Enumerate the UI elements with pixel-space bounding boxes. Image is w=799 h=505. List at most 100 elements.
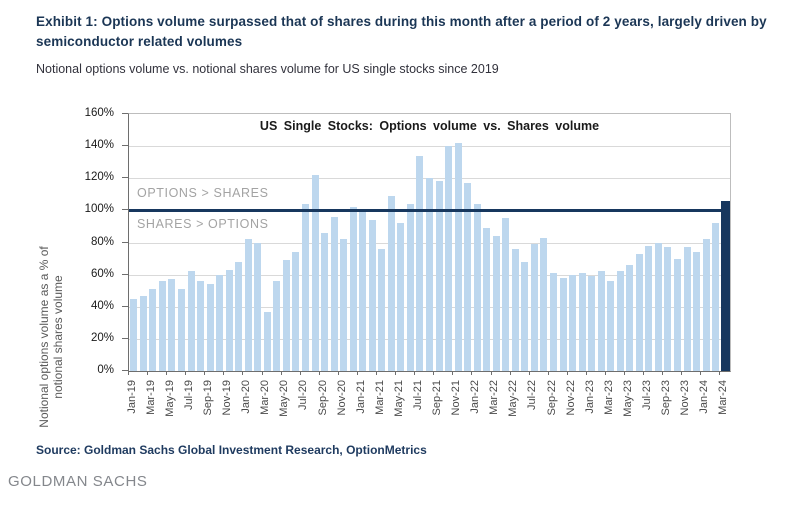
x-tick [223, 371, 225, 375]
x-tick [185, 371, 187, 375]
x-tick-label-May-20: May-20 [278, 380, 291, 417]
bar-Jun-22 [521, 261, 529, 371]
bar-Nov-21 [454, 142, 462, 371]
bar-Jul-20 [301, 203, 309, 371]
x-tick-label-Sep-21: Sep-21 [431, 380, 444, 416]
x-axis-ticks [128, 371, 730, 376]
bar-Jan-24 [702, 239, 710, 371]
y-axis-labels: 0% 20% 40% 60% 80% 100% 120% 140% 160% [70, 107, 120, 376]
x-tick-label-Sep-23: Sep-23 [659, 380, 672, 416]
y-tick-40% [122, 305, 128, 307]
x-tick-label-Jan-22: Jan-22 [469, 380, 482, 414]
bar-Apr-19 [158, 281, 166, 371]
x-tick [490, 371, 492, 375]
y-tick-label-20%: 20% [90, 331, 114, 344]
bar-Nov-22 [569, 274, 577, 371]
bar-Jun-21 [406, 203, 414, 371]
x-tick-label-Mar-22: Mar-22 [488, 380, 501, 415]
bar-Apr-21 [387, 195, 395, 371]
bar-Jan-19 [130, 298, 138, 371]
bar-Aug-20 [311, 175, 319, 371]
bar-Jun-23 [635, 253, 643, 371]
bar-Oct-21 [445, 146, 453, 371]
x-tick-label-Sep-19: Sep-19 [202, 380, 215, 416]
x-tick [566, 371, 568, 375]
x-tick [337, 371, 339, 375]
y-axis-title: Notional options volume as a % of notion… [37, 207, 67, 467]
x-tick-label-Mar-24: Mar-24 [717, 380, 730, 415]
x-tick [414, 371, 416, 375]
y-tick-0% [122, 370, 128, 371]
options-vs-shares-chart: Notional options volume as a % of notion… [0, 95, 799, 440]
bar-May-23 [626, 265, 634, 371]
bar-Mar-20 [263, 311, 271, 371]
y-tick-80% [122, 241, 128, 243]
x-tick-label-Jul-21: Jul-21 [411, 380, 424, 410]
x-tick-label-May-22: May-22 [507, 380, 520, 417]
bar-Oct-19 [216, 274, 224, 371]
y-tick-160% [122, 113, 128, 114]
bar-Apr-22 [502, 218, 510, 371]
x-tick [204, 371, 206, 375]
x-tick [643, 371, 645, 375]
y-tick-label-140%: 140% [84, 139, 114, 152]
y-tick-label-100%: 100% [84, 203, 114, 216]
x-tick [700, 371, 702, 375]
bar-Mar-24 [720, 200, 730, 371]
x-tick-label-Sep-22: Sep-22 [545, 380, 558, 416]
x-tick-label-Mar-20: Mar-20 [259, 380, 272, 415]
x-tick [280, 371, 282, 375]
bar-Mar-23 [607, 281, 615, 371]
bar-Sep-19 [206, 284, 214, 371]
x-tick [624, 371, 626, 375]
x-tick-label-Jul-22: Jul-22 [526, 380, 539, 410]
bar-Jan-20 [244, 239, 252, 371]
y-tick-label-160%: 160% [84, 107, 114, 119]
x-tick [585, 371, 587, 375]
bar-Feb-24 [712, 223, 720, 371]
bar-Mar-21 [378, 248, 386, 371]
x-tick-label-Nov-23: Nov-23 [679, 380, 692, 416]
bar-Aug-21 [426, 178, 433, 371]
y-axis-ticks [122, 113, 128, 372]
bar-Jun-20 [292, 252, 300, 371]
bar-Oct-23 [674, 258, 682, 371]
x-tick-label-Sep-20: Sep-20 [316, 380, 329, 416]
x-tick-label-Jul-19: Jul-19 [183, 380, 195, 410]
x-tick [261, 371, 263, 375]
y-axis-title-line1: Notional options volume as a % of [37, 246, 51, 428]
bar-Dec-23 [693, 252, 701, 371]
bar-Jan-23 [588, 276, 596, 371]
bar-May-19 [168, 279, 176, 371]
annotation-shares-gt-options: SHARES > OPTIONS [137, 217, 269, 232]
x-tick-label-Nov-19: Nov-19 [221, 380, 234, 416]
x-tick [471, 371, 473, 375]
bar-Feb-20 [254, 242, 262, 371]
y-tick-label-40%: 40% [90, 299, 114, 312]
bar-Apr-20 [273, 281, 281, 371]
bar-Aug-19 [197, 281, 205, 371]
y-tick-label-80%: 80% [90, 235, 114, 248]
x-tick-label-Jul-23: Jul-23 [640, 380, 653, 410]
annotation-options-gt-shares: OPTIONS > SHARES [137, 186, 269, 201]
x-tick-label-May-23: May-23 [621, 380, 634, 417]
bar-Jul-23 [645, 245, 653, 371]
bar-Sep-23 [664, 247, 672, 371]
y-tick-140% [122, 145, 128, 147]
bar-May-20 [282, 260, 290, 371]
x-tick [128, 371, 129, 375]
y-tick-20% [122, 337, 128, 339]
x-tick [242, 371, 244, 375]
x-tick [681, 371, 683, 375]
bar-Jul-22 [530, 244, 538, 371]
x-tick [318, 371, 320, 375]
x-tick [509, 371, 511, 375]
bar-Jan-22 [473, 203, 481, 371]
x-tick-label-Jan-23: Jan-23 [583, 380, 596, 414]
chart-title: US Single Stocks: Options volume vs. Sha… [259, 119, 600, 133]
x-tick-label-Jan-21: Jan-21 [354, 380, 367, 414]
bar-May-21 [397, 223, 405, 371]
x-tick-label-Mar-21: Mar-21 [373, 380, 386, 415]
bar-Aug-23 [654, 242, 662, 371]
x-tick [604, 371, 606, 375]
